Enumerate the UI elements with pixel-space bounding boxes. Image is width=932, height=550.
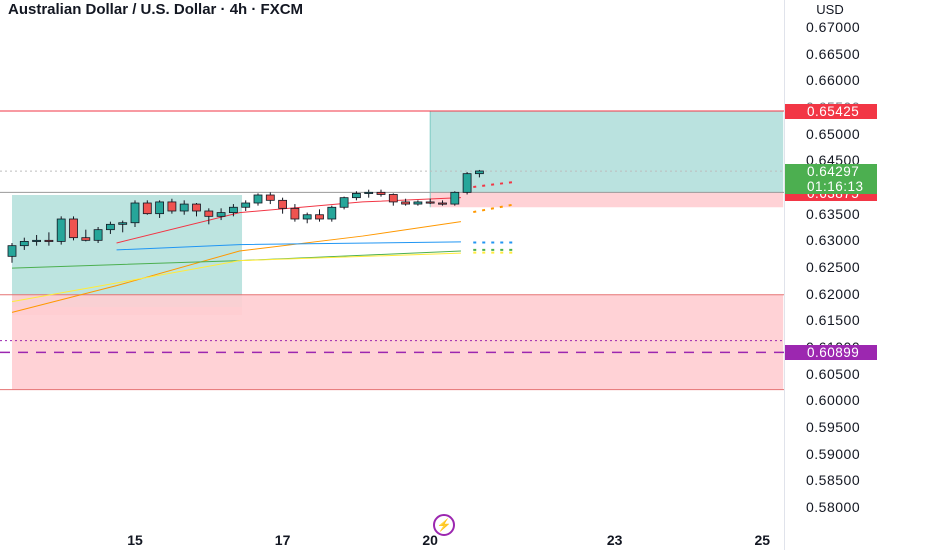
candle[interactable] <box>106 223 115 231</box>
candle[interactable] <box>450 191 460 205</box>
x-tick-label: 23 <box>606 532 623 548</box>
y-tick-label: 0.67000 <box>806 19 861 35</box>
candle[interactable] <box>241 202 251 208</box>
candle[interactable] <box>69 218 78 239</box>
candle[interactable] <box>376 191 386 195</box>
x-tick-label: 17 <box>274 532 291 548</box>
candle[interactable] <box>315 214 324 220</box>
candle[interactable] <box>204 210 214 217</box>
candle[interactable] <box>167 201 177 212</box>
candle[interactable] <box>56 218 66 242</box>
y-tick-label: 0.58500 <box>806 472 861 489</box>
candle[interactable] <box>44 239 54 242</box>
x-tick-label: 20 <box>422 532 438 548</box>
candle[interactable] <box>413 201 423 205</box>
candle[interactable] <box>474 170 484 175</box>
x-tick-label: 25 <box>754 532 771 548</box>
candle[interactable] <box>216 212 226 217</box>
candle[interactable] <box>228 206 238 213</box>
zone-demand[interactable] <box>12 294 784 390</box>
moving-average-projection <box>473 203 517 214</box>
candle[interactable] <box>290 207 300 220</box>
candle[interactable] <box>339 197 349 208</box>
price-tag[interactable]: 0.60899 <box>785 344 877 360</box>
candle[interactable] <box>19 240 29 247</box>
y-tick-label: 0.59500 <box>806 419 861 435</box>
candle[interactable] <box>253 194 263 204</box>
candle[interactable] <box>32 239 41 242</box>
candle[interactable] <box>118 222 128 225</box>
moving-average-line <box>11 252 461 303</box>
candle[interactable] <box>7 245 17 257</box>
moving-average-line <box>116 241 461 251</box>
x-tick-label: 15 <box>127 532 143 548</box>
candle[interactable] <box>364 191 374 194</box>
candle[interactable] <box>130 202 140 224</box>
y-tick-label: 0.66500 <box>806 45 861 62</box>
price-tag[interactable]: 0.65425 <box>785 103 877 119</box>
zone-target[interactable] <box>430 111 784 193</box>
moving-average-projection <box>473 180 517 188</box>
y-tick-label: 0.66000 <box>806 72 861 89</box>
candle[interactable] <box>327 206 337 220</box>
candle[interactable] <box>425 201 435 204</box>
zone-range[interactable] <box>12 195 243 307</box>
price-tag[interactable]: 0.64297 <box>785 163 877 179</box>
currency-label[interactable]: USD <box>816 2 844 17</box>
y-tick-label: 0.58000 <box>806 499 861 515</box>
y-tick-label: 0.61500 <box>806 312 861 329</box>
candle[interactable] <box>302 214 312 220</box>
candle[interactable] <box>81 237 91 241</box>
y-tick-label: 0.62500 <box>806 259 861 275</box>
candle[interactable] <box>192 203 201 212</box>
y-tick-label: 0.60000 <box>806 392 861 409</box>
moving-average-line <box>11 221 462 313</box>
moving-average-line <box>116 197 461 244</box>
candle[interactable] <box>155 201 165 215</box>
zone-stop[interactable] <box>430 192 784 208</box>
chart-title: Australian Dollar / U.S. Dollar · 4h · F… <box>8 1 304 18</box>
y-tick-label: 0.65000 <box>806 125 861 142</box>
candle[interactable] <box>438 202 447 205</box>
candle[interactable] <box>93 229 103 241</box>
candle[interactable] <box>388 194 398 203</box>
y-tick-label: 0.59000 <box>806 445 861 462</box>
y-tick-label: 0.60500 <box>806 365 861 382</box>
candle[interactable] <box>142 202 152 215</box>
candle[interactable] <box>179 203 189 212</box>
y-tick-label: 0.63500 <box>806 205 861 222</box>
candle[interactable] <box>265 194 275 201</box>
lightning-icon[interactable]: ⚡ <box>433 514 455 536</box>
bar-countdown-tag: 01:16:13 <box>785 178 877 194</box>
y-tick-label: 0.63000 <box>806 232 861 249</box>
y-tick-label: 0.62000 <box>806 285 861 302</box>
candle[interactable] <box>401 201 411 205</box>
candle[interactable] <box>462 173 472 193</box>
candle[interactable] <box>278 199 288 209</box>
candle[interactable] <box>351 192 361 199</box>
